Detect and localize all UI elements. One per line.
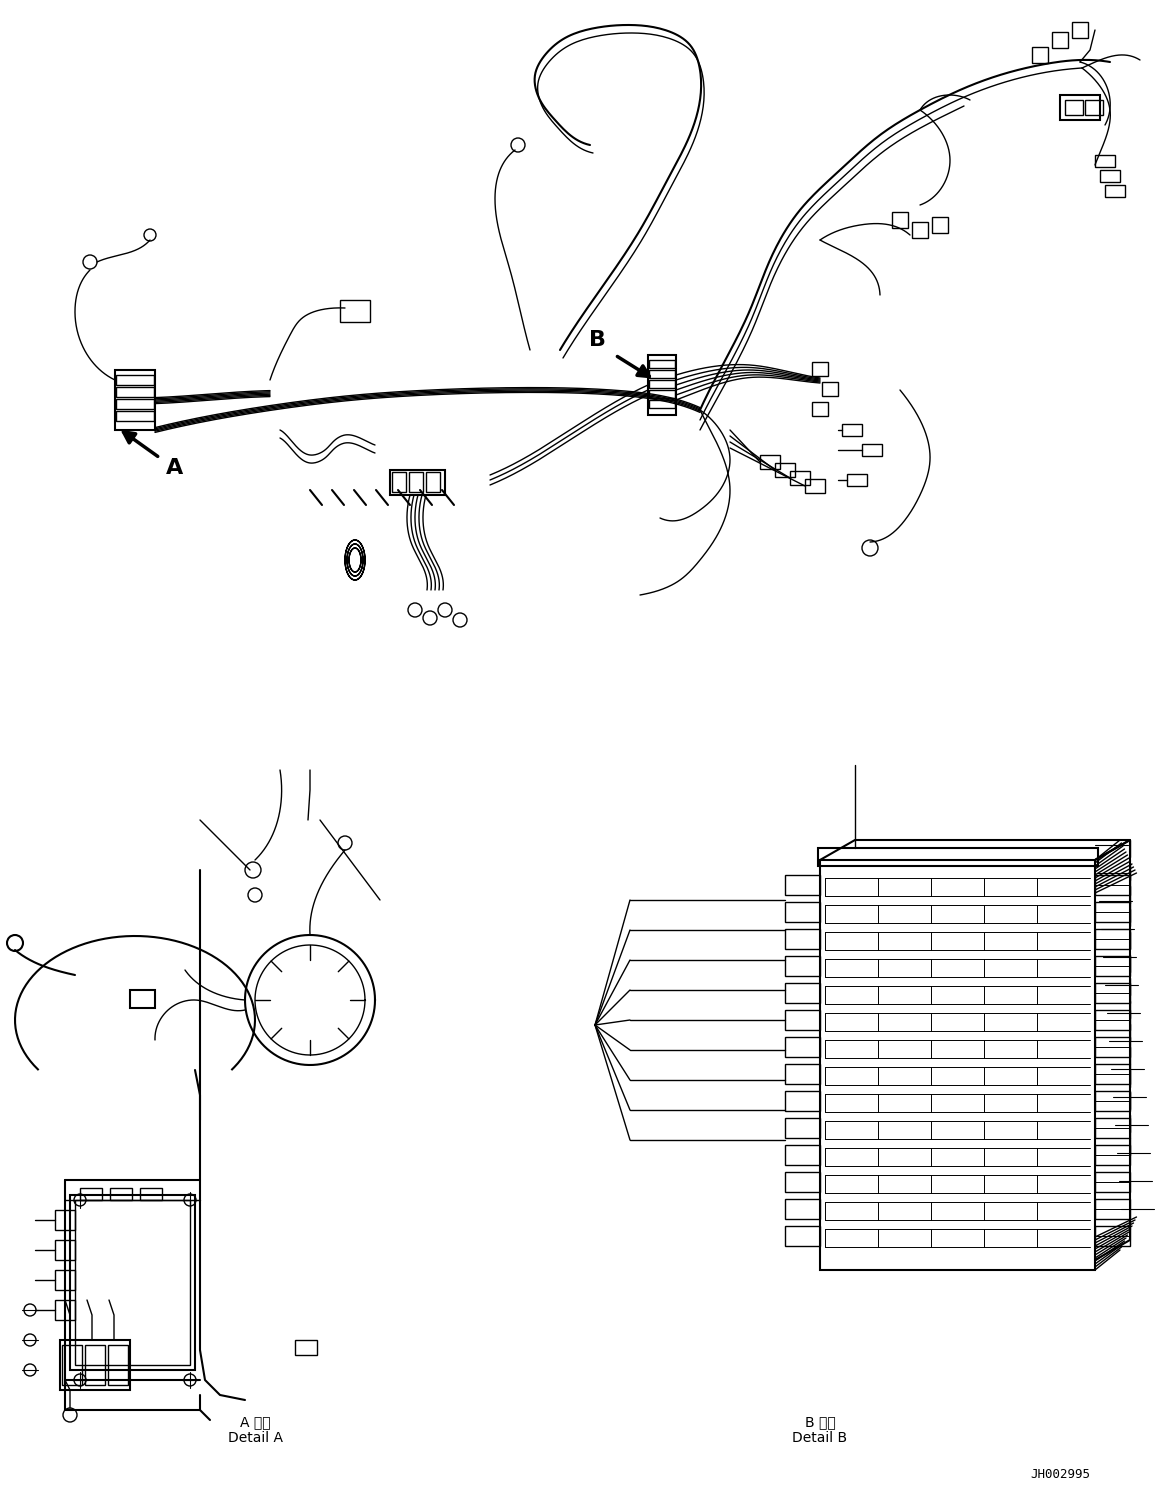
Bar [847,475,866,487]
Text: A 詳細
Detail A: A 詳細 Detail A [228,1415,283,1445]
Bar [759,455,780,469]
Bar [785,1144,820,1165]
Text: A: A [166,458,184,478]
Bar [812,362,828,376]
Bar [805,479,825,493]
Bar [1072,22,1089,39]
Bar [55,1240,74,1260]
Text: B: B [590,330,606,350]
Bar [62,1345,83,1385]
Bar [1085,100,1103,115]
Text: JH002995: JH002995 [1030,1469,1090,1481]
Bar [790,472,809,485]
Bar [785,1064,820,1083]
Bar [649,390,675,397]
Text: B 詳細
Detail B: B 詳細 Detail B [792,1415,848,1445]
Bar [1096,1010,1130,1030]
Bar [785,984,820,1003]
Bar [818,848,1098,866]
Bar [785,1199,820,1219]
Bar [409,472,423,493]
Bar [1096,955,1130,976]
Bar [785,1117,820,1138]
Bar [1096,984,1130,1003]
Bar [649,360,675,368]
Bar [80,1187,102,1199]
Bar [85,1345,105,1385]
Bar [55,1269,74,1290]
Bar [1096,1199,1130,1219]
Bar [785,1037,820,1056]
Bar [785,902,820,923]
Bar [140,1187,162,1199]
Bar [648,356,676,415]
Bar [649,400,675,408]
Bar [1096,1117,1130,1138]
Bar [116,411,154,421]
Bar [1096,155,1115,167]
Bar [115,371,155,430]
Bar [932,217,948,234]
Bar [785,929,820,949]
Bar [1096,1173,1130,1192]
Bar [775,463,795,478]
Bar [60,1341,130,1390]
Bar [55,1301,74,1320]
Bar [1053,33,1068,48]
Bar [295,1341,317,1356]
Bar [390,470,445,496]
Bar [820,860,1096,1269]
Bar [110,1187,131,1199]
Bar [892,211,908,228]
Bar [842,424,862,436]
Bar [649,379,675,388]
Bar [1096,1064,1130,1083]
Bar [785,1226,820,1245]
Bar [912,222,928,238]
Bar [822,382,839,396]
Bar [785,955,820,976]
Bar [116,399,154,409]
Bar [1096,902,1130,923]
Bar [812,402,828,417]
Bar [785,1091,820,1112]
Bar [108,1345,128,1385]
Bar [785,1010,820,1030]
Bar [1096,929,1130,949]
Bar [70,1195,195,1370]
Bar [785,875,820,894]
Bar [1096,875,1130,894]
Bar [116,387,154,397]
Bar [785,1173,820,1192]
Bar [426,472,440,493]
Bar [1096,1144,1130,1165]
Bar [74,1199,190,1364]
Bar [1032,48,1048,62]
Bar [1065,100,1083,115]
Bar [116,375,154,385]
Bar [392,472,406,493]
Bar [1096,1091,1130,1112]
Bar [130,990,155,1007]
Bar [1059,95,1100,121]
Bar [1096,1226,1130,1245]
Bar [55,1210,74,1231]
Bar [1100,170,1120,182]
Bar [1096,1037,1130,1056]
Bar [1105,185,1125,196]
Bar [340,301,370,321]
Bar [862,443,882,455]
Bar [649,371,675,378]
